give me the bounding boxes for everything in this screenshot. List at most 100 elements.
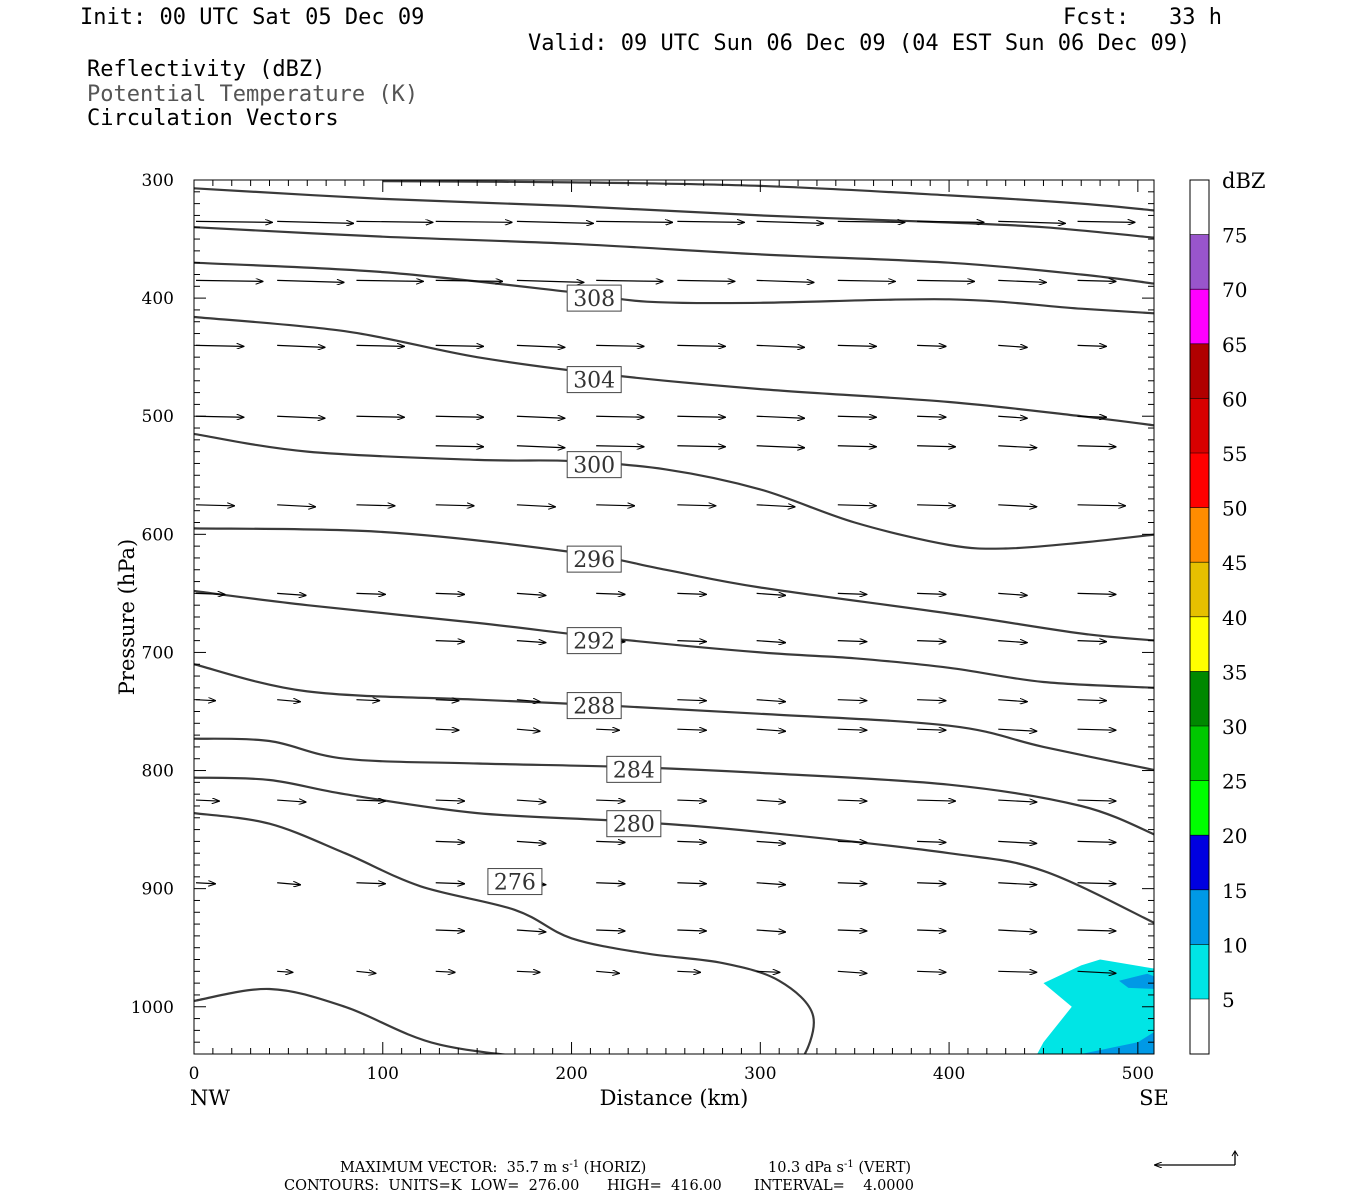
circulation-vector: [756, 416, 805, 418]
circulation-vector: [1077, 930, 1116, 931]
circulation-vector: [195, 883, 215, 884]
circulation-vector: [998, 416, 1026, 418]
colorbar-label-65: 65: [1222, 333, 1247, 357]
theta-contour-296-3: [194, 527, 1154, 642]
circulation-vector: [756, 841, 786, 843]
y-tick-label-800: 800: [142, 762, 174, 782]
contour-label-box-288: [566, 692, 622, 720]
circulation-vector: [516, 641, 546, 643]
colorbar-label-40: 40: [1222, 606, 1247, 630]
reflectivity-area-1: [1081, 1032, 1154, 1054]
circulation-vector: [516, 930, 546, 932]
contour-label-300: 300: [573, 454, 615, 479]
circulation-vector: [596, 729, 619, 730]
circulation-vector: [1077, 593, 1116, 594]
colorbar-swatch-45: [1190, 507, 1209, 563]
theta-contour-316-11: [382, 180, 1154, 212]
contour-label-box-308: [566, 284, 622, 312]
circulation-vector: [1077, 345, 1107, 346]
circulation-vector: [677, 883, 706, 884]
circulation-vector: [195, 505, 234, 506]
colorbar-swatch-40: [1190, 562, 1209, 617]
colorbar-label-35: 35: [1222, 660, 1247, 684]
circulation-vector: [837, 345, 876, 346]
circulation-vector: [1077, 221, 1135, 222]
contour-label-288: 288: [573, 695, 615, 720]
colorbar: dBZ 5 10 15 20 25 30 35 40 45 50 55 60 65 70 75: [1189, 169, 1265, 1055]
circulation-vector: [677, 446, 725, 447]
x-axis-label: Distance (km): [600, 1086, 749, 1110]
circulation-vector: [1077, 971, 1116, 973]
circulation-vector: [756, 930, 786, 932]
circulation-vector: [837, 280, 895, 281]
y-tick-label-900: 900: [142, 880, 174, 900]
circulation-vector: [356, 700, 379, 701]
circulation-vector: [998, 729, 1036, 731]
circulation-vector: [917, 416, 946, 417]
colorbar-label-50: 50: [1222, 497, 1247, 521]
circulation-vector: [277, 221, 353, 223]
contour-label-box-284: [606, 755, 662, 783]
circulation-vector: [356, 883, 385, 884]
circulation-vector: [516, 729, 540, 731]
colorbar-swatch-5: [1190, 944, 1209, 999]
x-tick-label-500: 500: [1122, 1064, 1154, 1084]
circulation-vector: [277, 1063, 292, 1065]
circulation-vector: [998, 841, 1036, 843]
circulation-vector: [596, 446, 644, 447]
y-tick-label-1000: 1000: [131, 998, 174, 1018]
x-left-end-label: NW: [190, 1086, 230, 1110]
circulation-vector: [998, 641, 1026, 643]
circulation-vector: [917, 700, 946, 701]
circulation-vector: [1077, 800, 1116, 801]
colorbar-swatch-70: [1190, 234, 1209, 290]
circulation-vector: [436, 1063, 451, 1064]
circulation-vector: [356, 971, 375, 973]
legend-vectors: Circulation Vectors: [87, 106, 339, 131]
circulation-vector: [756, 800, 786, 802]
circulation-vector: [596, 1063, 611, 1064]
colorbar-label-20: 20: [1222, 824, 1247, 848]
colorbar-swatch-50: [1190, 453, 1209, 508]
circulation-vector: [516, 416, 565, 418]
circulation-vector: [596, 416, 644, 417]
circulation-vector: [917, 593, 946, 594]
contour-label-box-296: [566, 545, 622, 573]
circulation-vector: [516, 345, 565, 347]
circulation-vector: [195, 345, 244, 346]
y-tick-label-600: 600: [142, 525, 174, 545]
circulation-vector: [917, 641, 946, 642]
circulation-vector: [516, 221, 593, 223]
circulation-vector: [837, 930, 867, 931]
circulation-vector: [435, 729, 459, 730]
y-tick-label-300: 300: [142, 171, 174, 191]
circulation-vector: [998, 221, 1064, 223]
footer-vert-vector: 10.3 dPa s-1 (VERT): [768, 1159, 911, 1176]
circulation-vector: [195, 221, 272, 222]
colorbar-label-30: 30: [1222, 715, 1247, 739]
circulation-vector: [838, 1063, 867, 1064]
circulation-vector: [998, 971, 1036, 972]
circulation-vector: [596, 971, 619, 973]
footer-max-vector: MAXIMUM VECTOR: 35.7 m s-1 (HORIZ): [340, 1159, 646, 1176]
x-tick-label-100: 100: [367, 1064, 399, 1084]
circulation-vector: [677, 641, 706, 642]
circulation-vector: [435, 971, 455, 972]
reflectivity-area-2: [1119, 973, 1154, 989]
theta-contour-300-2: [194, 432, 1154, 550]
circulation-vector: [677, 1063, 700, 1064]
circulation-vector: [356, 800, 385, 801]
circulation-vector: [435, 930, 465, 931]
colorbar-label-5: 5: [1222, 988, 1235, 1012]
circulation-vector: [356, 345, 404, 346]
circulation-vector: [435, 345, 484, 346]
circulation-vector: [837, 971, 867, 973]
circulation-vector: [756, 729, 786, 731]
circulation-vector: [435, 841, 465, 842]
circulation-vector: [1077, 841, 1116, 842]
init-time: Init: 00 UTC Sat 05 Dec 09: [80, 5, 425, 30]
contour-label-box-304: [566, 366, 622, 394]
circulation-vector: [837, 800, 867, 801]
circulation-vector: [837, 221, 905, 222]
